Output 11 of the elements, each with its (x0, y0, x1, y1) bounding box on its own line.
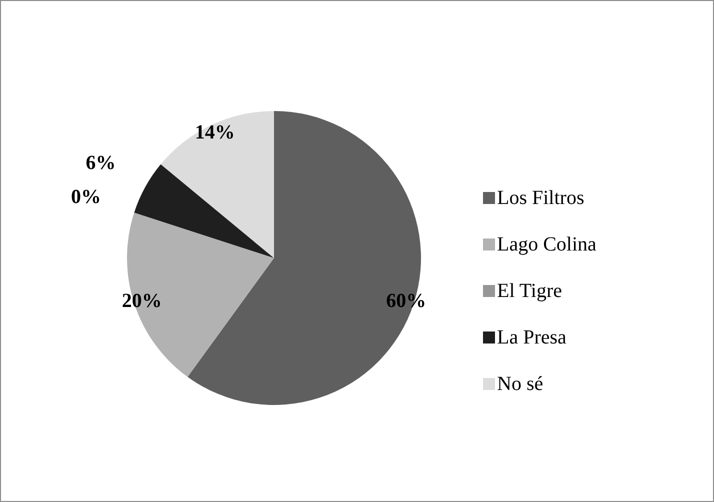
legend-label: Los Filtros (497, 187, 584, 209)
text: 0% (70, 186, 101, 208)
legend-label: No sé (497, 373, 544, 395)
legend-label: Lago Colina (497, 234, 597, 256)
pie-slice (160, 111, 274, 258)
data-label: 6% (86, 152, 116, 174)
pie-slice (134, 164, 274, 258)
data-label: 20% (122, 290, 162, 312)
legend-label: La Presa (497, 326, 567, 348)
data-label: 14% (194, 121, 235, 144)
legend-label: El Tigre (497, 280, 562, 302)
